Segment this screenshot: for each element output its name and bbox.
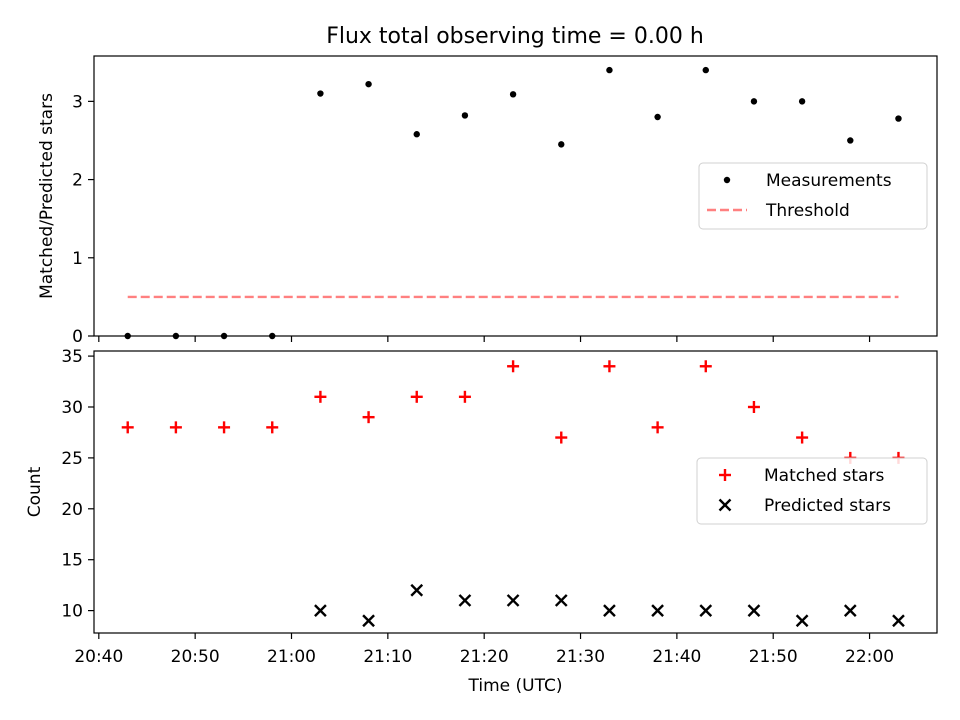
series-matched-stars [121,360,905,464]
x-b [410,583,424,597]
legend-label: Measurements [766,171,892,191]
y-tick-label: 1 [72,249,83,269]
y-tick-label: 25 [61,449,83,469]
data-point [554,594,568,607]
data-point [314,390,327,403]
x-tick-label: 21:30 [556,647,605,667]
data-point [747,604,761,617]
data-point [413,131,420,138]
data-point [509,91,517,98]
x-b [458,594,472,607]
data-point [603,604,616,617]
data-point [507,360,520,373]
data-point [121,421,134,434]
x-tick-label: 21:40 [652,647,701,667]
x-tick-label: 22:00 [845,647,894,667]
data-point [606,66,613,74]
legend-label: Threshold [765,201,850,221]
y-axis-label: Count [25,466,45,517]
legend-marker [718,498,732,512]
data-point [362,411,375,424]
data-point [458,594,472,607]
x-b [506,594,520,607]
data-point [461,112,469,119]
legend-label: Predicted stars [764,496,891,516]
data-point [458,390,471,403]
x-tick-label: 20:50 [171,647,220,667]
data-point [172,332,180,340]
y-axis-label: Matched/Predicted stars [37,93,57,299]
data-point [795,614,809,628]
legend: Matched stars Predicted stars [696,457,928,525]
x-b [651,604,664,617]
y-tick-label: 15 [61,551,83,571]
legend-frame [696,457,928,525]
x-b [795,614,809,628]
x-axis-label: Time (UTC) [468,676,563,696]
data-point [124,332,131,340]
data-point [555,431,568,444]
data-point [843,604,857,617]
x-tick-label: 21:00 [267,647,316,667]
data-point [218,421,231,434]
data-point [220,332,228,340]
data-point [603,360,616,373]
x-b [892,614,905,628]
y-tick-label: 20 [61,500,83,520]
data-point [798,98,806,105]
x-b [554,594,568,607]
data-point [317,90,324,97]
data-point [892,614,905,628]
x-tick-label: 21:20 [460,647,509,667]
series-measurements [124,66,902,340]
series-predicted-stars [314,583,905,628]
data-point [796,431,809,444]
data-point [847,137,854,144]
y-tick-label: 30 [61,398,83,418]
legend-marker [723,176,731,184]
data-point [266,421,279,434]
data-point [362,614,375,628]
data-point [365,80,372,88]
data-point [269,332,276,340]
y-tick-label: 2 [72,171,83,191]
legend: Measurements Threshold [698,162,928,230]
x-b [699,604,713,617]
data-point [169,421,182,434]
axes-frame [93,55,938,337]
legend-label: Matched stars [764,466,884,486]
data-point [654,113,661,121]
data-point [651,604,664,617]
data-point [750,98,758,105]
y-tick-label: 10 [61,602,83,622]
legend-frame [698,162,928,230]
flux-ratio-panel: 0 1 2 3 Matched/Predicted stars Measurements T… [37,55,938,347]
data-point [699,604,713,617]
x-b [603,604,616,617]
data-point [747,400,760,413]
data-point [410,390,423,403]
figure-title: Flux total observing time = 0.00 h [326,24,704,49]
y-tick-label: 3 [72,92,83,112]
data-point [410,583,424,597]
axes-frame [93,350,938,634]
x-b [747,604,761,617]
star-count-panel: 20:40 20:50 21:00 21:10 21:20 21:30 21:40 21:50… [25,347,938,696]
data-point [506,594,520,607]
x-b [362,614,375,628]
data-point [699,360,712,373]
data-point [895,115,902,122]
x-tick-label: 20:40 [74,647,123,667]
x-tick-label: 21:10 [363,647,412,667]
x-b [314,604,327,617]
y-tick-label: 0 [72,327,83,347]
y-tick-label: 35 [61,347,83,367]
data-point [702,66,709,74]
x-b [843,604,857,617]
data-point [314,604,327,617]
data-point [651,421,664,434]
data-point [558,141,565,148]
x-tick-label: 21:50 [749,647,798,667]
